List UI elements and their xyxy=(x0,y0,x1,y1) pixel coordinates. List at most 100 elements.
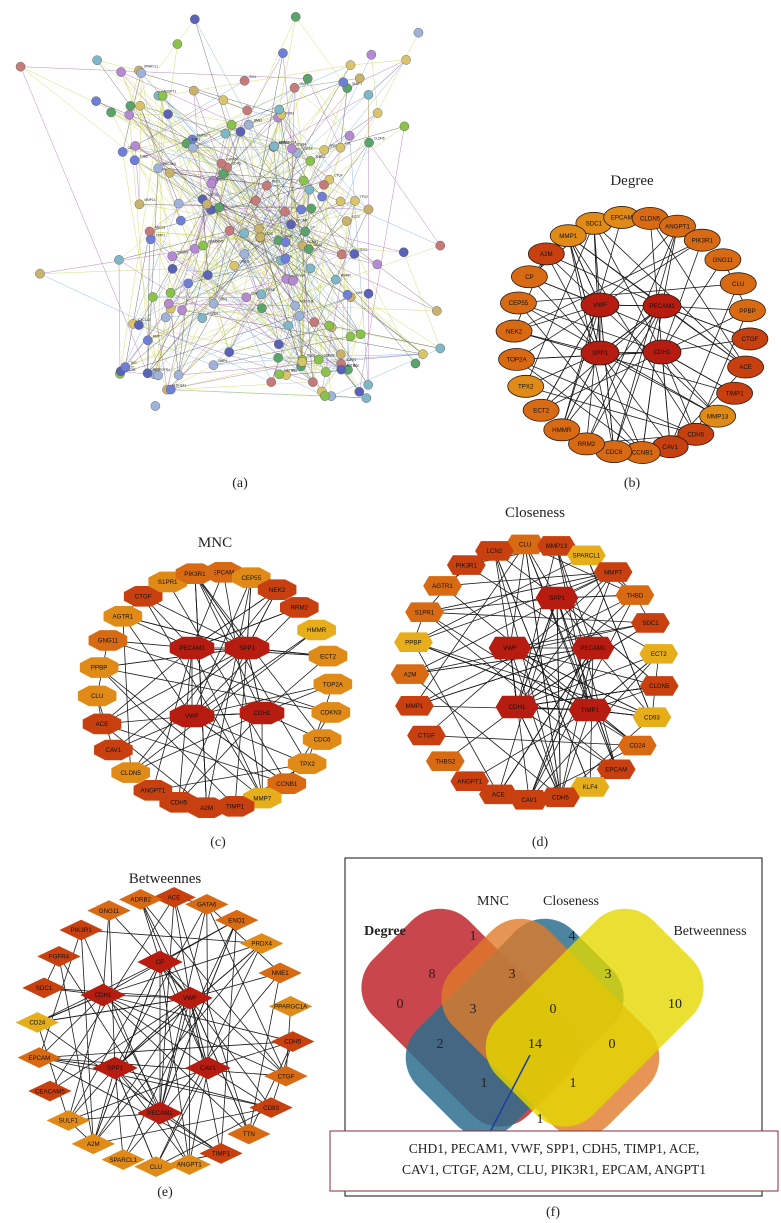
string-edge xyxy=(403,252,441,349)
node-label: PPBP xyxy=(739,308,756,315)
string-edge xyxy=(157,95,163,169)
network-edge xyxy=(525,385,696,435)
string-node xyxy=(298,175,309,186)
string-node xyxy=(173,198,184,209)
string-node-label: NOTCH3 xyxy=(300,300,313,304)
string-edge xyxy=(291,148,302,367)
string-edge xyxy=(139,105,182,221)
string-edge xyxy=(168,199,203,304)
network-edge xyxy=(414,544,526,707)
string-node xyxy=(160,312,171,323)
node-shape xyxy=(308,645,348,667)
string-edge xyxy=(308,209,369,250)
network-edge xyxy=(159,961,209,1069)
network-edge xyxy=(39,1041,293,1059)
string-edge xyxy=(368,94,370,143)
string-edge xyxy=(172,268,293,281)
string-node xyxy=(198,240,208,251)
node-cd24: CD24 xyxy=(617,735,657,756)
node-label: CDH1 xyxy=(509,704,526,711)
string-node xyxy=(224,347,235,357)
node-shape xyxy=(716,381,754,405)
node-label: PIK3R1 xyxy=(184,571,206,578)
network-edge xyxy=(80,930,94,1144)
node-ace: ACE xyxy=(478,784,518,805)
node-shape xyxy=(267,773,307,794)
node-mmp7: MMP7 xyxy=(593,562,633,582)
string-node xyxy=(289,82,300,93)
string-edge xyxy=(221,163,311,269)
node-label: SPP1 xyxy=(107,1065,123,1072)
node-sdc1: SDC1 xyxy=(22,977,66,999)
node-label: MMP7 xyxy=(604,569,622,576)
node-vwf: VWF xyxy=(580,292,620,318)
node-shape xyxy=(169,636,215,660)
network-edge xyxy=(424,571,614,613)
string-node xyxy=(280,237,291,247)
network-edge xyxy=(114,1067,124,1160)
venn-count-degree-mnc-closeness: 3 xyxy=(470,1002,477,1017)
network-edge xyxy=(513,239,703,332)
string-node xyxy=(274,339,284,350)
node-cdkn3: CDKN3 xyxy=(311,702,351,723)
network-edge xyxy=(613,305,663,452)
venn-count-degree-mnc: 8 xyxy=(429,967,436,982)
string-edge xyxy=(166,359,303,390)
string-node xyxy=(229,260,240,271)
node-shape xyxy=(137,950,183,974)
node-label: ACE xyxy=(168,895,181,902)
network-edge xyxy=(39,994,104,1058)
string-node xyxy=(338,77,349,88)
network-edge xyxy=(513,330,735,394)
network-edge xyxy=(93,943,262,1145)
network-edge xyxy=(189,997,209,1069)
string-edge xyxy=(210,209,342,370)
string-edge xyxy=(307,78,350,136)
node-shape xyxy=(527,242,565,266)
network-edge xyxy=(518,302,718,417)
string-node-label: CEACAM5 xyxy=(208,239,224,243)
node-cdh5: CDH5 xyxy=(541,787,580,808)
node-shape xyxy=(92,1056,138,1080)
node-shape xyxy=(302,729,342,750)
string-node xyxy=(349,249,360,259)
network-edge xyxy=(108,910,191,999)
node-label: TIMP1 xyxy=(226,803,245,810)
string-node xyxy=(366,49,377,60)
string-edge xyxy=(158,167,306,232)
string-edge xyxy=(166,325,289,390)
string-edge xyxy=(206,147,341,205)
node-label: GATA6 xyxy=(197,902,217,909)
string-edge xyxy=(125,231,150,368)
string-edge xyxy=(207,274,303,360)
network-edge xyxy=(516,653,659,708)
string-edge xyxy=(247,110,279,118)
node-label: PPBP xyxy=(405,639,422,646)
string-edge xyxy=(149,231,203,319)
node-shape xyxy=(423,576,462,596)
node-shape xyxy=(500,291,537,315)
string-node-label: BMP4 xyxy=(218,359,227,363)
string-node-label: RRM2 xyxy=(284,234,293,238)
string-node xyxy=(363,380,373,390)
network-edge xyxy=(159,920,238,1114)
venn-pointer-line xyxy=(489,1054,531,1133)
string-node-label: ENO1 xyxy=(216,178,225,182)
string-node xyxy=(129,155,140,166)
string-edge xyxy=(119,95,163,374)
network-edge xyxy=(599,352,718,417)
string-node-label: GSTM3 xyxy=(284,368,295,372)
node-label: CLU xyxy=(150,1164,162,1171)
string-node xyxy=(166,384,176,395)
node-label: GNG11 xyxy=(98,638,119,645)
string-node xyxy=(172,39,183,49)
string-edge xyxy=(219,207,404,253)
node-angpt1: ANGPT1 xyxy=(167,1154,211,1175)
node-label: THBD xyxy=(626,592,643,599)
node-mmp1: MMP1 xyxy=(395,696,434,716)
string-edge xyxy=(110,112,302,210)
string-edge xyxy=(207,204,369,210)
string-node-label: HMMR xyxy=(341,274,352,278)
node-sulf1: SULF1 xyxy=(46,1110,91,1131)
string-edge xyxy=(280,201,341,261)
